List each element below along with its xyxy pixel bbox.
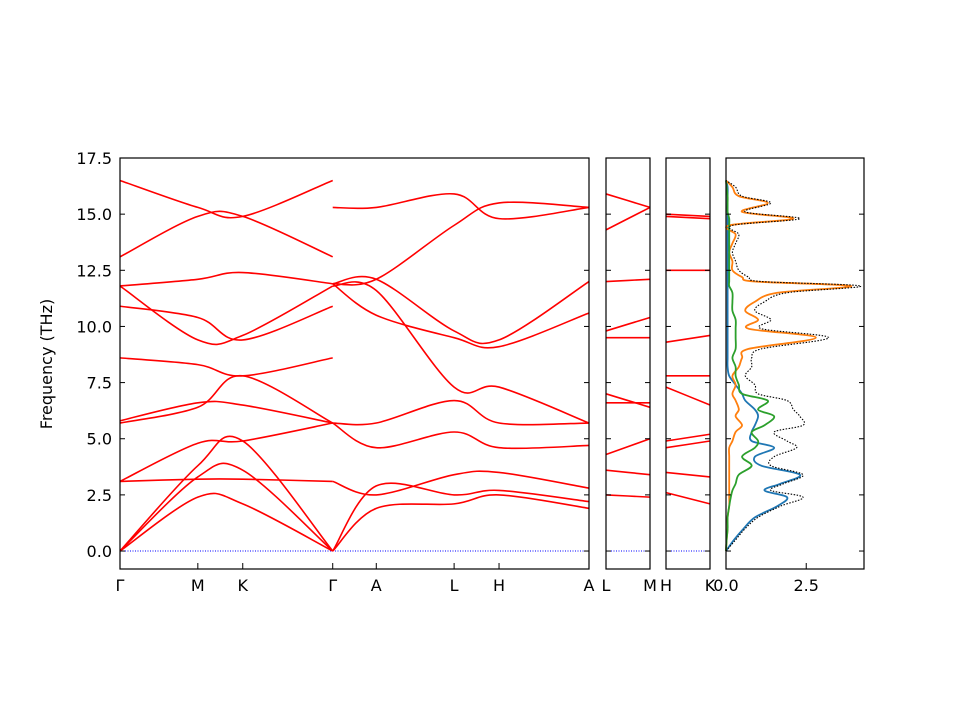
x-tick-label-path-2-1: M <box>643 576 657 595</box>
dos-curve-3 <box>725 180 776 552</box>
dos-curves-layer <box>725 179 862 552</box>
band-line-path-3-0-1 <box>665 471 711 478</box>
band-line-path-1-1-9 <box>332 201 590 286</box>
band-line-path-1-0-2 <box>119 435 334 552</box>
axes-layer: Γ M K Γ A L H A L M H K0.02.55.07.510.012.515.017.5… <box>76 149 865 595</box>
y-tick-label-5: 12.5 <box>76 261 112 280</box>
x-tick-label-path-1-0: Γ <box>116 576 125 595</box>
band-line-path-1-0-0 <box>119 492 334 552</box>
band-line-path-1-0-10 <box>119 271 333 287</box>
y-tick-label-4: 10.0 <box>76 317 112 336</box>
band-line-path-1-1-4 <box>332 399 590 426</box>
band-line-path-1-0-5 <box>119 400 333 424</box>
dos-panel-frame <box>725 157 865 570</box>
band-lines-layer <box>119 179 711 552</box>
band-line-path-3-0-4 <box>665 386 711 406</box>
band-line-path-2-0-9 <box>605 193 651 209</box>
y-axis-label: Frequency (THz) <box>37 299 56 429</box>
band-line-path-2-0-0 <box>605 494 651 498</box>
y-tick-label-0: 0.0 <box>87 542 112 561</box>
x-tick-label-path-1-6: H <box>493 576 505 595</box>
band-line-path-1-0-7 <box>119 357 333 377</box>
band-line-path-3-0-3 <box>665 433 711 442</box>
x-tick-label-path-1-4: A <box>371 576 382 595</box>
band-line-path-1-0-11 <box>119 210 334 258</box>
band-line-path-3-0-2 <box>665 440 711 449</box>
band-line-path-3-0-6 <box>665 334 711 343</box>
band-line-path-2-0-7 <box>605 278 651 283</box>
band-line-path-1-0-12 <box>119 179 334 219</box>
dos-x-tick-label-0: 0.0 <box>713 576 738 595</box>
band-line-path-3-0-0 <box>665 491 711 505</box>
band-line-path-1-0-3 <box>119 478 333 483</box>
band-line-path-1-0-6 <box>119 375 334 424</box>
dos-curve-2 <box>725 179 853 552</box>
band-line-path-1-0-4 <box>119 422 333 483</box>
y-tick-label-3: 7.5 <box>87 374 112 393</box>
panel-frame-path-2 <box>605 157 651 570</box>
panel-frame-path-3 <box>665 157 711 570</box>
band-line-path-1-1-8 <box>332 193 590 220</box>
band-line-path-1-1-7 <box>332 275 590 345</box>
x-tick-label-path-3-1: K <box>705 576 716 595</box>
y-tick-label-1: 2.5 <box>87 486 112 505</box>
x-tick-label-path-1-1: M <box>191 576 205 595</box>
x-tick-label-path-3-0: H <box>660 576 672 595</box>
y-tick-label-2: 5.0 <box>87 430 112 449</box>
y-tick-label-7: 17.5 <box>76 149 112 168</box>
band-line-path-1-0-1 <box>119 462 334 552</box>
band-line-path-1-1-6 <box>332 283 590 349</box>
x-tick-label-path-1-2: K <box>237 576 248 595</box>
x-tick-label-path-2-0: L <box>602 576 611 595</box>
band-line-path-1-1-2 <box>332 470 590 496</box>
dos-x-tick-label-1: 2.5 <box>794 576 819 595</box>
band-line-path-1-1-3 <box>332 422 590 450</box>
x-tick-label-path-1-7: A <box>584 576 595 595</box>
dos-curve-4 <box>725 180 862 552</box>
band-line-path-1-1-0 <box>332 494 590 552</box>
band-line-path-2-0-1 <box>605 469 651 476</box>
band-line-path-2-0-2 <box>605 437 651 456</box>
band-line-path-1-1-5 <box>332 281 590 424</box>
panel-frame-path-1 <box>119 157 590 570</box>
band-line-path-1-0-9 <box>119 285 334 346</box>
band-line-path-3-0-9 <box>665 215 711 220</box>
band-line-path-2-0-6 <box>605 316 651 332</box>
band-line-path-2-0-4 <box>605 393 651 409</box>
y-tick-label-6: 15.0 <box>76 205 112 224</box>
x-tick-label-path-1-5: L <box>450 576 459 595</box>
x-tick-label-path-1-3: Γ <box>328 576 337 595</box>
band-line-path-1-0-8 <box>119 305 334 341</box>
dos-curve-1 <box>725 180 802 552</box>
band-line-path-1-1-1 <box>332 482 590 552</box>
band-line-path-2-0-8 <box>605 206 651 231</box>
